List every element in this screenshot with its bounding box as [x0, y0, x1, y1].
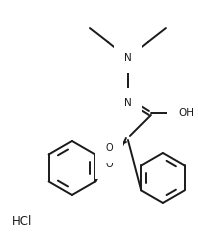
Text: N: N: [124, 98, 132, 108]
Text: O: O: [105, 159, 113, 169]
Text: N: N: [124, 53, 132, 63]
Text: OH: OH: [178, 108, 194, 118]
Text: O: O: [105, 143, 113, 153]
Text: HCl: HCl: [12, 215, 32, 228]
